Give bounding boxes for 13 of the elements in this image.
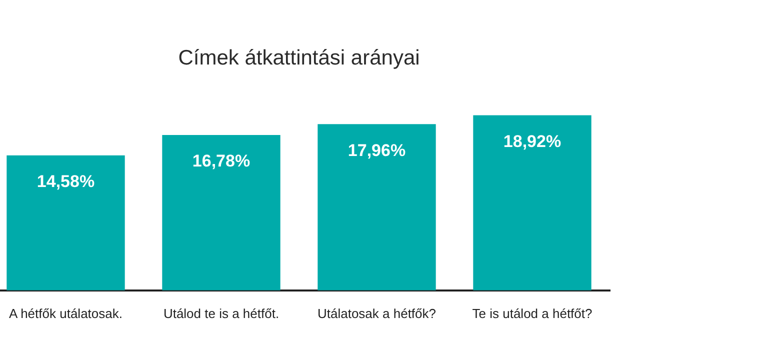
bar [318,124,436,290]
data-label: 16,78% [192,152,250,171]
bar [162,135,280,290]
x-tick-label: A hétfők utálatosak. [9,306,122,321]
data-label: 17,96% [348,140,406,160]
x-tick-label: Te is utálod a hétfőt? [472,306,592,321]
data-label: 14,58% [36,172,95,192]
x-tick-label: Utálatosak a hétfők? [317,306,436,321]
bar [6,155,125,290]
data-label: 18,92% [503,132,562,151]
chart-title: Címek átkattintási arányai [178,46,420,70]
x-tick-label: Utálod te is a hétfőt. [163,306,280,321]
bar [473,115,592,290]
